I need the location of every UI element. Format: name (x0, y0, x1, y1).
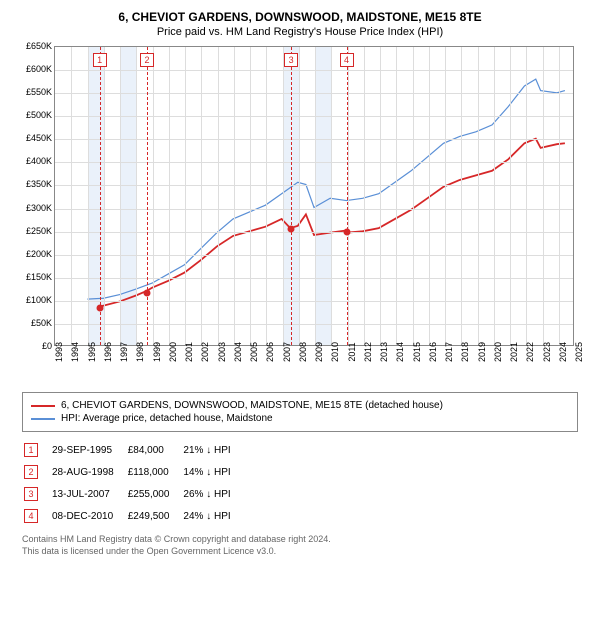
event-line (147, 47, 148, 345)
y-tick-label: £0 (42, 341, 52, 351)
y-tick-label: £100K (26, 295, 52, 305)
event-marker: 3 (284, 53, 298, 67)
y-tick-label: £400K (26, 156, 52, 166)
legend-label: 6, CHEVIOT GARDENS, DOWNSWOOD, MAIDSTONE… (61, 400, 443, 411)
x-tick-label: 2000 (168, 342, 178, 362)
event-dot (288, 226, 295, 233)
x-axis-labels: 1993199419951996199719981999200020012002… (54, 348, 574, 386)
chart-area: £0 £50K £100K £150K £200K £250K £300K £350K £400… (10, 46, 590, 386)
x-tick-label: 2011 (347, 342, 357, 361)
event-row: 2 28-AUG-1998£118,00014% ↓ HPI (24, 462, 243, 482)
legend-swatch (31, 405, 55, 407)
x-tick-label: 2007 (282, 342, 292, 362)
event-price: £255,000 (128, 484, 182, 504)
event-delta: 26% ↓ HPI (183, 484, 242, 504)
event-delta: 14% ↓ HPI (183, 462, 242, 482)
y-tick-label: £650K (26, 41, 52, 51)
y-tick-label: £50K (31, 318, 52, 328)
x-tick-label: 1995 (87, 342, 97, 362)
x-tick-label: 2004 (233, 342, 243, 362)
chart-container: 6, CHEVIOT GARDENS, DOWNSWOOD, MAIDSTONE… (0, 0, 600, 565)
event-line (291, 47, 292, 345)
x-tick-label: 2017 (444, 342, 454, 362)
footnote-line2: This data is licensed under the Open Gov… (22, 546, 578, 558)
event-price: £84,000 (128, 440, 182, 460)
event-delta: 21% ↓ HPI (183, 440, 242, 460)
x-tick-label: 2024 (558, 342, 568, 362)
events-table: 1 29-SEP-1995£84,00021% ↓ HPI 2 28-AUG-1998… (22, 438, 245, 528)
event-line (347, 47, 348, 345)
x-tick-label: 2016 (428, 342, 438, 362)
event-date: 13-JUL-2007 (52, 484, 126, 504)
event-row: 4 08-DEC-2010£249,50024% ↓ HPI (24, 506, 243, 526)
y-tick-label: £350K (26, 179, 52, 189)
x-tick-label: 1998 (135, 342, 145, 362)
event-dot (96, 305, 103, 312)
x-tick-label: 2010 (330, 342, 340, 362)
x-tick-label: 2015 (412, 342, 422, 362)
x-tick-label: 2019 (477, 342, 487, 362)
x-tick-label: 2018 (460, 342, 470, 362)
event-price: £249,500 (128, 506, 182, 526)
x-tick-label: 2008 (298, 342, 308, 362)
event-marker: 4 (340, 53, 354, 67)
y-tick-label: £300K (26, 203, 52, 213)
y-tick-label: £150K (26, 272, 52, 282)
event-dot (143, 289, 150, 296)
y-tick-label: £600K (26, 64, 52, 74)
x-tick-label: 2025 (574, 342, 584, 362)
footnote-line1: Contains HM Land Registry data © Crown c… (22, 534, 578, 546)
y-tick-label: £550K (26, 87, 52, 97)
x-tick-label: 2021 (509, 342, 519, 362)
event-row: 1 29-SEP-1995£84,00021% ↓ HPI (24, 440, 243, 460)
legend-item: HPI: Average price, detached house, Maid… (31, 413, 569, 424)
x-tick-label: 2002 (200, 342, 210, 362)
y-tick-label: £500K (26, 110, 52, 120)
x-tick-label: 2006 (265, 342, 275, 362)
x-tick-label: 2003 (217, 342, 227, 362)
x-tick-label: 2022 (525, 342, 535, 362)
x-tick-label: 2001 (184, 342, 194, 362)
x-tick-label: 1996 (103, 342, 113, 362)
x-tick-label: 2020 (493, 342, 503, 362)
plot-area: 1 2 3 4 (54, 46, 574, 346)
x-tick-label: 2014 (395, 342, 405, 362)
x-tick-label: 1999 (152, 342, 162, 362)
x-tick-label: 1993 (54, 342, 64, 362)
x-tick-label: 2005 (249, 342, 259, 362)
event-date: 28-AUG-1998 (52, 462, 126, 482)
event-number-box: 2 (24, 465, 38, 479)
y-tick-label: £200K (26, 249, 52, 259)
event-dot (343, 228, 350, 235)
y-axis-labels: £0£50K£100K£150K£200K£250K£300K£350K£400… (10, 46, 54, 346)
event-marker: 2 (140, 53, 154, 67)
y-tick-label: £450K (26, 133, 52, 143)
x-tick-label: 1997 (119, 342, 129, 362)
legend: 6, CHEVIOT GARDENS, DOWNSWOOD, MAIDSTONE… (22, 392, 578, 432)
event-date: 29-SEP-1995 (52, 440, 126, 460)
y-tick-label: £250K (26, 226, 52, 236)
x-tick-label: 2013 (379, 342, 389, 362)
event-number-box: 1 (24, 443, 38, 457)
event-date: 08-DEC-2010 (52, 506, 126, 526)
event-price: £118,000 (128, 462, 182, 482)
chart-subtitle: Price paid vs. HM Land Registry's House … (10, 26, 590, 38)
event-marker: 1 (93, 53, 107, 67)
x-tick-label: 2009 (314, 342, 324, 362)
footnote: Contains HM Land Registry data © Crown c… (22, 534, 578, 557)
legend-label: HPI: Average price, detached house, Maid… (61, 413, 273, 424)
x-tick-label: 2023 (542, 342, 552, 362)
event-number-box: 3 (24, 487, 38, 501)
x-tick-label: 2012 (363, 342, 373, 362)
legend-swatch (31, 418, 55, 420)
event-row: 3 13-JUL-2007£255,00026% ↓ HPI (24, 484, 243, 504)
event-line (100, 47, 101, 345)
event-delta: 24% ↓ HPI (183, 506, 242, 526)
chart-title: 6, CHEVIOT GARDENS, DOWNSWOOD, MAIDSTONE… (10, 10, 590, 24)
x-tick-label: 1994 (70, 342, 80, 362)
legend-item: 6, CHEVIOT GARDENS, DOWNSWOOD, MAIDSTONE… (31, 400, 569, 411)
event-number-box: 4 (24, 509, 38, 523)
